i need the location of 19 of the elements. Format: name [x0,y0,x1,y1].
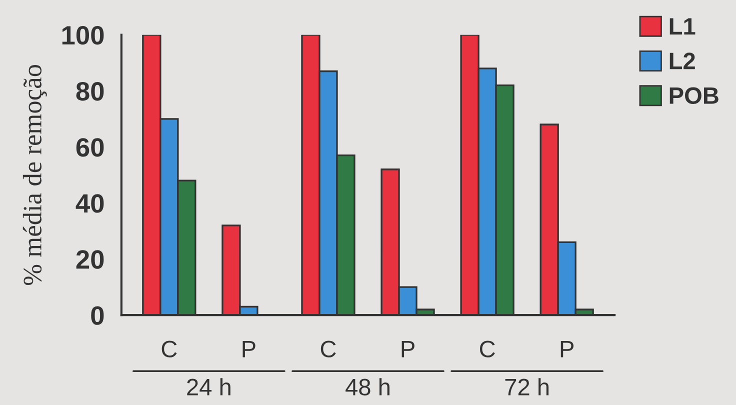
x-tick-label: P [560,340,574,358]
text: 72 h [505,378,549,396]
legend-label: L2 [670,52,695,70]
y-tick-label: 100 [62,26,104,45]
legend-label: L1 [670,18,696,34]
y-tick-label: 0 [91,306,104,325]
text: 24 h [187,378,230,396]
y-tick-label: 40 [76,194,104,213]
x-tick-label: P [242,340,256,358]
y-tick-label: 80 [76,82,104,101]
y-tick-label: 60 [76,138,104,157]
legend-label: POB [670,87,718,104]
x-tick-label: P [402,340,414,358]
y-tick-label: 20 [76,250,104,269]
x-tick-label: C [320,340,336,358]
y-axis-title: % média de remoção [22,64,47,286]
x-tick-label: C [162,340,177,358]
text: 48 h [346,378,390,396]
x-tick-label: C [480,340,495,358]
